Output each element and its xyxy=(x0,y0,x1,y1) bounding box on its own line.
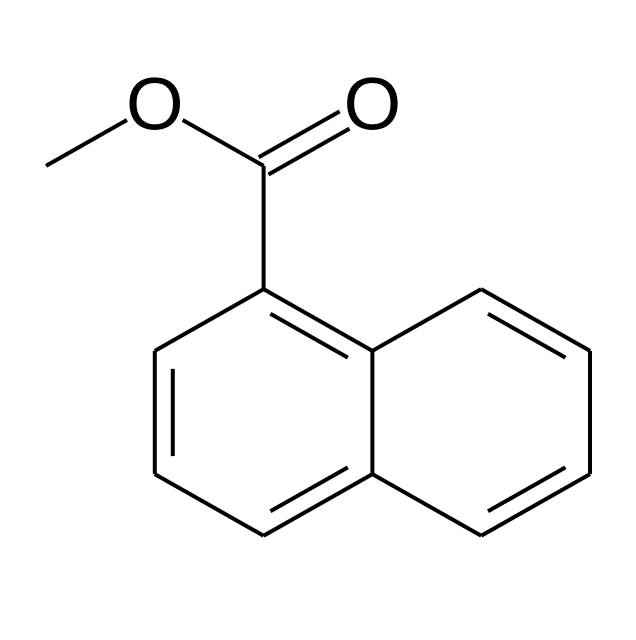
bond-line xyxy=(155,289,264,351)
bond-line xyxy=(372,474,481,536)
bond-line xyxy=(155,474,264,536)
bond-line xyxy=(46,120,127,166)
bond-line xyxy=(268,129,349,175)
bond-line xyxy=(488,467,565,511)
atom-label-O: O xyxy=(344,63,402,146)
bond-line xyxy=(259,111,340,157)
bond-line xyxy=(270,314,347,358)
bond-line xyxy=(270,467,347,511)
bond-line xyxy=(372,289,481,351)
bond-line xyxy=(183,120,264,166)
molecule-diagram: OO xyxy=(0,0,636,640)
bond-line xyxy=(488,314,565,358)
atom-label-O: O xyxy=(126,63,184,146)
